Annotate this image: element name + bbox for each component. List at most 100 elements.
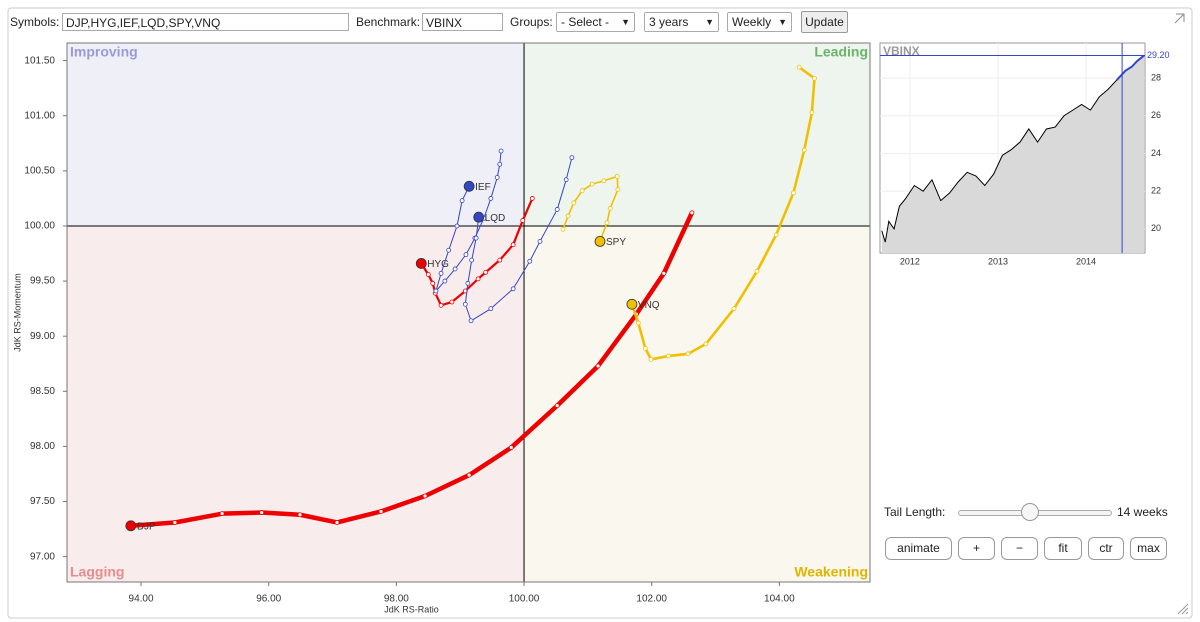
quadrant [67,225,525,582]
tail-point [449,299,455,305]
control-button[interactable]: ctr [1088,537,1124,560]
y-axis-title: JdK RS-Momentum [12,273,22,352]
y-tick-label: 20 [1151,223,1161,233]
tail-point [579,188,585,194]
tail-point [569,155,575,161]
tail-point [433,288,439,294]
price-line [881,55,1145,243]
tail-label: Tail Length: [884,505,946,519]
benchmark-label: Benchmark: [356,15,421,29]
tail-point [809,110,815,115]
resize-grip[interactable] [1177,603,1189,615]
tail-point [438,302,444,308]
tail-point [703,341,709,347]
tail-point [665,353,671,359]
tail-point [537,239,543,244]
x-axis-title: JdK RS-Ratio [384,604,439,614]
expand-icon[interactable] [1174,13,1185,24]
tail-point [754,268,760,274]
quadrant-label: Lagging [70,564,124,580]
series-label: VNQ [638,300,660,311]
tail-point [497,161,503,167]
tail-point [259,510,265,515]
tail-point [462,301,468,307]
series-label: HYG [427,259,449,270]
tail-point [510,242,516,248]
quadrant-label: Leading [814,44,868,60]
tail-point [446,247,452,253]
quadrant [67,43,525,226]
tail-point [796,64,802,70]
tail-point [731,306,737,312]
head-point [415,258,427,269]
tail-point [635,320,641,326]
tail-point [297,512,303,518]
price-title: VBINX [883,44,920,58]
head-point [125,520,137,532]
symbols-input[interactable]: DJP,HYG,IEF,LQD,SPY,VNQ [62,13,349,31]
tail-value: 14 weeks [1117,505,1168,519]
series-label: SPY [606,237,626,248]
tail-point [483,269,489,275]
y-tick-label: 99.00 [30,331,55,342]
control-button[interactable]: + [958,537,995,560]
head-point [473,211,485,223]
quadrant-label: Weakening [794,564,868,580]
series-label: LQD [485,213,506,224]
x-tick-label: 2014 [1076,256,1096,266]
tail-point [172,520,178,525]
tail-point [563,177,569,183]
update-button[interactable]: Update [801,11,848,33]
tail-point [475,276,481,282]
head-point [626,298,638,310]
tail-point [454,223,460,229]
tail-point [589,181,595,187]
tail-point [604,220,610,226]
groups-label: Groups: [510,15,553,29]
groups-select[interactable]: - Select - [556,12,635,32]
tail-point [498,148,504,154]
tail-point [488,196,494,201]
control-button[interactable]: fit [1044,537,1082,560]
y-tick-label: 101.50 [24,55,55,66]
tail-point [565,213,571,219]
y-tick-label: 99.50 [30,276,55,287]
tail-point [791,190,796,196]
x-tick-label: 102.00 [636,594,667,605]
x-tick-label: 94.00 [129,594,154,605]
period-select[interactable]: 3 years [644,12,719,32]
tail-point [488,306,494,312]
benchmark-input[interactable]: VBINX [422,13,503,31]
quadrant [524,43,870,226]
tail-point [601,178,607,184]
tail-point [773,232,779,238]
tail-point [554,207,560,212]
tail-point [614,173,620,179]
tail-point [422,493,428,499]
y-tick-label: 101.00 [24,110,55,121]
series-label: IEF [475,182,491,193]
control-button[interactable]: max [1130,537,1167,560]
y-tick-label: 22 [1151,186,1161,196]
y-tick-label: 26 [1151,110,1161,120]
x-tick-label: 96.00 [256,594,281,605]
y-tick-label: 24 [1151,148,1161,158]
tail-point [473,235,479,241]
x-tick-label: 98.00 [384,594,409,605]
y-tick-label: 98.00 [30,441,55,452]
control-button[interactable]: animate [885,537,952,560]
price-area [881,55,1145,253]
tail-point [219,511,225,517]
tail-point [571,200,577,206]
tail-point [468,318,474,324]
tail-point [469,257,475,263]
tail-point [463,252,469,258]
symbols-label: Symbols: [10,15,60,29]
slider-knob[interactable] [1021,503,1039,521]
frequency-select[interactable]: Weekly [727,12,792,32]
control-button[interactable]: − [1001,537,1038,560]
tail-point [459,198,465,204]
highlight-line [1116,54,1145,81]
